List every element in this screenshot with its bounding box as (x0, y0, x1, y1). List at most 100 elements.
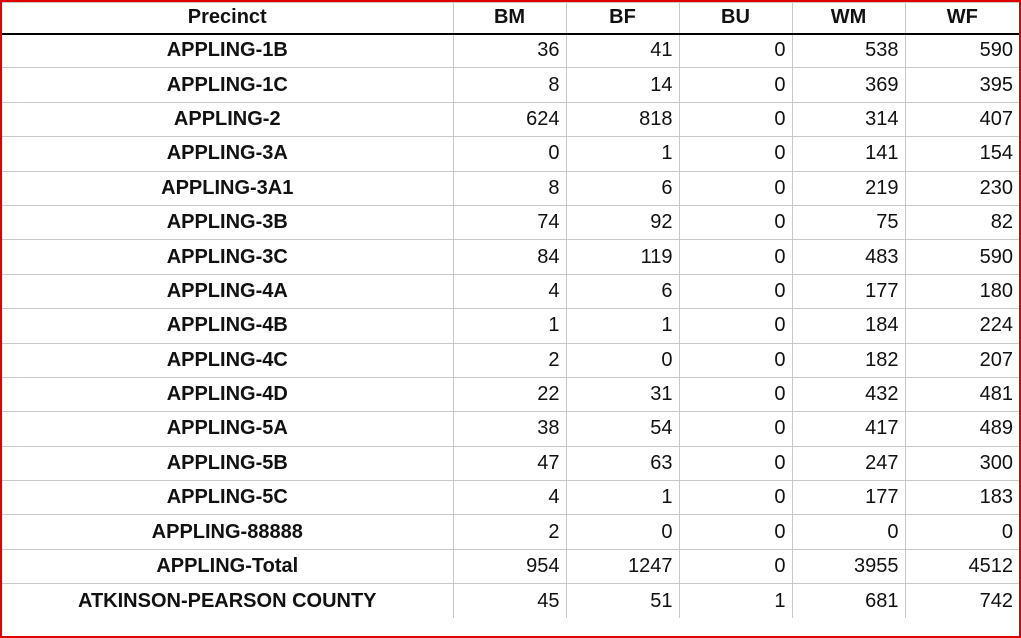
cell-bm[interactable]: 954 (452, 548, 567, 585)
cell-bm[interactable]: 2 (452, 342, 567, 378)
cell-bu[interactable]: 0 (678, 308, 793, 344)
cell-bf[interactable]: 92 (565, 204, 680, 241)
cell-bm[interactable]: 22 (452, 376, 567, 413)
cell-wm[interactable]: 75 (791, 204, 906, 241)
cell-bf[interactable]: 31 (565, 376, 680, 413)
cell-wm[interactable]: 483 (791, 239, 906, 275)
cell-bu[interactable]: 0 (678, 239, 793, 275)
cell-wf[interactable]: 224 (904, 308, 1019, 344)
cell-wf[interactable]: 742 (904, 583, 1019, 619)
cell-bu[interactable]: 0 (678, 514, 793, 550)
cell-bf[interactable]: 1247 (565, 548, 680, 585)
cell-bf[interactable]: 6 (565, 273, 680, 310)
cell-precinct[interactable]: APPLING-1C (2, 67, 454, 103)
header-bm[interactable]: BM (452, 2, 567, 35)
cell-precinct[interactable]: APPLING-2 (2, 101, 454, 138)
cell-precinct[interactable]: APPLING-5A (2, 411, 454, 447)
header-bf[interactable]: BF (565, 2, 680, 35)
cell-precinct[interactable]: APPLING-3A (2, 136, 454, 172)
cell-precinct[interactable]: APPLING-3A1 (2, 170, 454, 206)
cell-wm[interactable]: 141 (791, 136, 906, 172)
cell-wf[interactable]: 300 (904, 445, 1019, 482)
cell-precinct[interactable]: APPLING-3C (2, 239, 454, 275)
cell-wf[interactable]: 395 (904, 67, 1019, 103)
cell-bm[interactable]: 74 (452, 204, 567, 241)
cell-bf[interactable]: 6 (565, 170, 680, 206)
cell-bf[interactable]: 51 (565, 583, 680, 619)
cell-wf[interactable]: 590 (904, 32, 1019, 69)
cell-precinct[interactable]: APPLING-4C (2, 342, 454, 378)
cell-bu[interactable]: 0 (678, 170, 793, 206)
cell-precinct[interactable]: APPLING-4B (2, 308, 454, 344)
cell-bm[interactable]: 8 (452, 67, 567, 103)
cell-bu[interactable]: 0 (678, 480, 793, 516)
cell-bf[interactable]: 1 (565, 136, 680, 172)
cell-bf[interactable]: 1 (565, 308, 680, 344)
cell-wm[interactable]: 177 (791, 480, 906, 516)
cell-bm[interactable]: 8 (452, 170, 567, 206)
cell-bm[interactable]: 36 (452, 32, 567, 69)
cell-bm[interactable]: 47 (452, 445, 567, 482)
cell-bf[interactable]: 1 (565, 480, 680, 516)
cell-bf[interactable]: 54 (565, 411, 680, 447)
cell-bf[interactable]: 0 (565, 514, 680, 550)
cell-bu[interactable]: 0 (678, 204, 793, 241)
cell-wf[interactable]: 180 (904, 273, 1019, 310)
cell-wm[interactable]: 182 (791, 342, 906, 378)
cell-wm[interactable]: 538 (791, 32, 906, 69)
cell-bf[interactable]: 63 (565, 445, 680, 482)
cell-wm[interactable]: 417 (791, 411, 906, 447)
cell-precinct[interactable]: APPLING-88888 (2, 514, 454, 550)
cell-bu[interactable]: 0 (678, 411, 793, 447)
cell-wm[interactable]: 3955 (791, 548, 906, 585)
header-wf[interactable]: WF (904, 2, 1019, 35)
cell-bm[interactable]: 0 (452, 136, 567, 172)
cell-precinct[interactable]: APPLING-5B (2, 445, 454, 482)
cell-wf[interactable]: 154 (904, 136, 1019, 172)
cell-bm[interactable]: 2 (452, 514, 567, 550)
cell-precinct[interactable]: APPLING-4D (2, 376, 454, 413)
header-bu[interactable]: BU (678, 2, 793, 35)
cell-precinct[interactable]: APPLING-1B (2, 32, 454, 69)
header-precinct[interactable]: Precinct (2, 2, 454, 35)
cell-wm[interactable]: 0 (791, 514, 906, 550)
cell-bu[interactable]: 0 (678, 136, 793, 172)
header-wm[interactable]: WM (791, 2, 906, 35)
cell-bu[interactable]: 0 (678, 67, 793, 103)
cell-wf[interactable]: 590 (904, 239, 1019, 275)
cell-bu[interactable]: 0 (678, 548, 793, 585)
cell-wf[interactable]: 230 (904, 170, 1019, 206)
cell-wf[interactable]: 183 (904, 480, 1019, 516)
cell-wf[interactable]: 481 (904, 376, 1019, 413)
cell-bm[interactable]: 38 (452, 411, 567, 447)
cell-bu[interactable]: 0 (678, 273, 793, 310)
cell-wm[interactable]: 369 (791, 67, 906, 103)
cell-bm[interactable]: 1 (452, 308, 567, 344)
cell-wm[interactable]: 177 (791, 273, 906, 310)
cell-wm[interactable]: 247 (791, 445, 906, 482)
cell-bu[interactable]: 0 (678, 342, 793, 378)
cell-wm[interactable]: 184 (791, 308, 906, 344)
cell-bf[interactable]: 41 (565, 32, 680, 69)
cell-wf[interactable]: 4512 (904, 548, 1019, 585)
cell-precinct[interactable]: APPLING-4A (2, 273, 454, 310)
cell-wf[interactable]: 489 (904, 411, 1019, 447)
cell-wf[interactable]: 407 (904, 101, 1019, 138)
cell-bu[interactable]: 0 (678, 101, 793, 138)
cell-precinct[interactable]: ATKINSON-PEARSON COUNTY (2, 583, 454, 619)
cell-bm[interactable]: 624 (452, 101, 567, 138)
cell-wm[interactable]: 219 (791, 170, 906, 206)
cell-wm[interactable]: 314 (791, 101, 906, 138)
cell-bf[interactable]: 119 (565, 239, 680, 275)
cell-bm[interactable]: 4 (452, 480, 567, 516)
cell-wf[interactable]: 0 (904, 514, 1019, 550)
cell-bu[interactable]: 0 (678, 32, 793, 69)
cell-precinct[interactable]: APPLING-5C (2, 480, 454, 516)
cell-wf[interactable]: 207 (904, 342, 1019, 378)
cell-bu[interactable]: 1 (678, 583, 793, 619)
cell-bm[interactable]: 4 (452, 273, 567, 310)
cell-wm[interactable]: 432 (791, 376, 906, 413)
cell-precinct[interactable]: APPLING-Total (2, 548, 454, 585)
cell-bu[interactable]: 0 (678, 376, 793, 413)
cell-wm[interactable]: 681 (791, 583, 906, 619)
